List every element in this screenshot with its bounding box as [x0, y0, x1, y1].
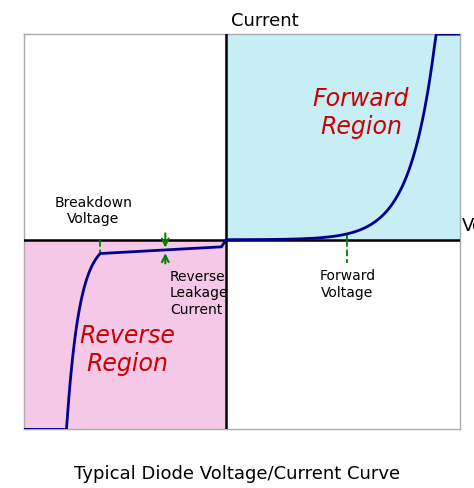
Text: Reverse
Leakage
Current: Reverse Leakage Current — [170, 270, 228, 317]
Text: Voltage: Voltage — [462, 217, 474, 235]
Text: Reverse
Region: Reverse Region — [79, 325, 175, 376]
Text: Forward
Voltage: Forward Voltage — [319, 269, 375, 300]
Text: Current: Current — [231, 12, 299, 30]
Text: Forward
Region: Forward Region — [313, 87, 409, 139]
Text: Breakdown
Voltage: Breakdown Voltage — [55, 196, 132, 226]
Text: Typical Diode Voltage/Current Curve: Typical Diode Voltage/Current Curve — [74, 465, 400, 483]
